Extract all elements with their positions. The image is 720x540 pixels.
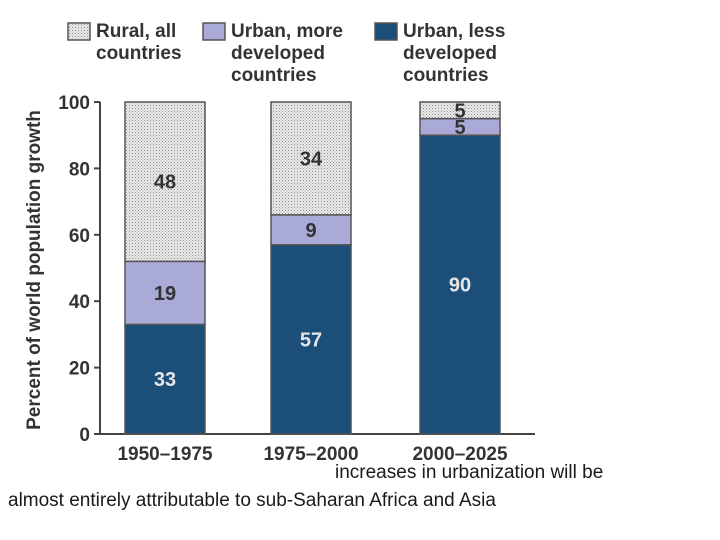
data-label: 9: [305, 220, 316, 242]
x-tick-label: 1950–1975: [117, 444, 213, 465]
legend-label: developed: [231, 43, 325, 64]
bar-segment: [419, 101, 501, 120]
legend-label: Rural, all: [96, 21, 176, 42]
legend-label: Urban, less: [403, 21, 505, 42]
data-label: 90: [449, 275, 471, 297]
caption-line-1: increases in urbanization will be: [335, 462, 604, 483]
data-label: 5: [454, 100, 465, 122]
y-tick-label: 0: [79, 425, 90, 446]
bar-segment: [270, 244, 352, 435]
y-tick-label: 100: [58, 93, 90, 114]
x-tick-label: 1975–2000: [263, 444, 358, 465]
bar-segment: [270, 101, 352, 216]
bars: 33 19 48 57 9 34 90 55: [124, 100, 501, 435]
bar-segment: [124, 260, 206, 326]
caption-line-2: almost entirely attributable to sub-Saha…: [8, 490, 496, 511]
legend-swatch: [202, 22, 226, 41]
y-tick-label: 20: [69, 359, 90, 380]
axes: 0 20 40 60 80 100 1950–1975 1975–2000 2000–2025: [58, 93, 535, 465]
y-axis-label: Percent of world population growth: [24, 110, 45, 430]
legend-label: countries: [403, 65, 489, 86]
data-label: 19: [154, 283, 176, 305]
data-label: 33: [154, 369, 176, 391]
data-label: 34: [300, 148, 323, 170]
bar-segment: [419, 134, 501, 435]
legend-swatch: [67, 22, 91, 41]
y-tick-label: 60: [69, 226, 90, 247]
y-tick-label: 40: [69, 292, 90, 313]
data-label: 48: [154, 172, 176, 194]
legend-label: Urban, more: [231, 21, 343, 42]
legend-swatch: [374, 22, 398, 41]
bar-segment: [124, 101, 206, 263]
legend-label: countries: [231, 65, 317, 86]
y-tick-label: 80: [69, 159, 90, 180]
x-tick-label: 2000–2025: [412, 444, 508, 465]
data-label: 5: [454, 117, 465, 139]
bar-segment: [124, 323, 206, 435]
data-label: 57: [300, 329, 322, 351]
legend-label: developed: [403, 43, 497, 64]
bar-segment: [270, 214, 352, 246]
legend-label: countries: [96, 43, 182, 64]
